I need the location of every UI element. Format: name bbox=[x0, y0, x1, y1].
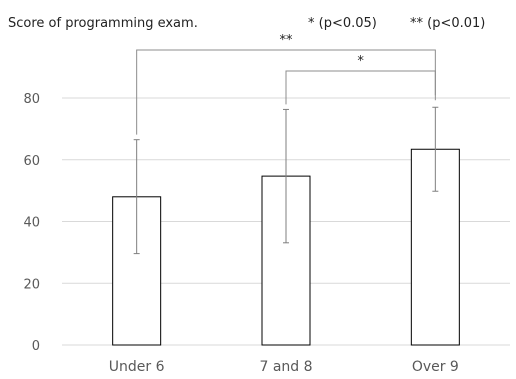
error-bars bbox=[133, 106, 439, 255]
bar-1 bbox=[261, 175, 311, 346]
significance-legend-double: ** (p<0.01) bbox=[410, 16, 485, 31]
significance-legend-single: * (p<0.05) bbox=[308, 16, 377, 31]
x-axis-labels: Under 6 7 and 8 Over 9 bbox=[109, 359, 459, 375]
significance-label-1: * bbox=[357, 54, 364, 69]
x-tick-label-1: 7 and 8 bbox=[259, 359, 312, 375]
y-tick-label-2: 40 bbox=[23, 216, 40, 231]
significance-brackets: *** bbox=[136, 33, 436, 135]
y-tick-label-4: 80 bbox=[23, 92, 40, 107]
y-tick-label-1: 20 bbox=[23, 277, 40, 292]
y-axis-ticks: 0 20 40 60 80 bbox=[23, 92, 40, 354]
significance-bracket-1 bbox=[285, 70, 436, 105]
chart-title: Score of programming exam. bbox=[8, 16, 198, 31]
y-tick-label-0: 0 bbox=[32, 339, 40, 354]
x-tick-label-0: Under 6 bbox=[109, 359, 165, 375]
significance-label-0: ** bbox=[280, 33, 294, 48]
x-tick-label-2: Over 9 bbox=[412, 359, 459, 375]
y-tick-label-3: 60 bbox=[23, 154, 40, 169]
